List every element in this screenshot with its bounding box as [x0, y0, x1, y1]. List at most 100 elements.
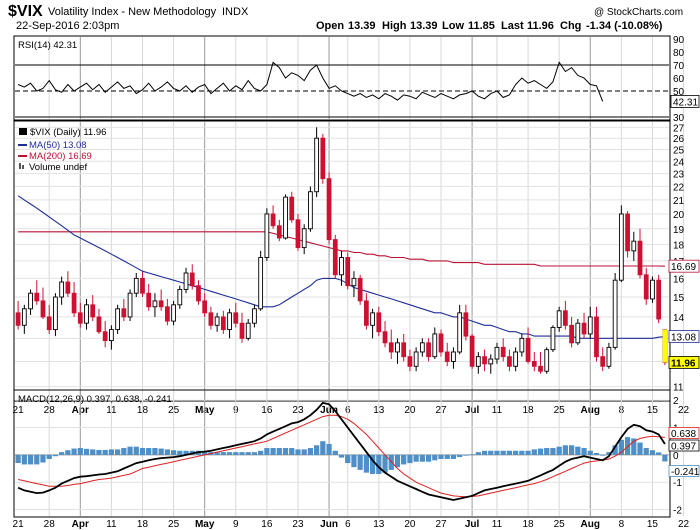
macd-hist-bar	[587, 450, 593, 455]
macd-hist-bar	[593, 452, 600, 455]
macd-hist-bar	[83, 448, 90, 455]
candle-body	[643, 274, 649, 300]
macd-hist-bar	[65, 450, 71, 455]
macd-hist-bar	[34, 454, 40, 465]
macd-hist-bar	[177, 450, 183, 455]
candle-body	[544, 349, 550, 372]
rsi-last-box	[670, 95, 700, 108]
date-label: 25	[554, 519, 566, 530]
macd-value-box	[668, 427, 700, 439]
macd-hist-bar	[108, 449, 115, 455]
rsi-tick-label: 90	[673, 35, 685, 46]
macd-hist-bar	[475, 452, 481, 455]
macd-hist-bar	[363, 454, 369, 473]
date-label: 11	[492, 519, 503, 530]
macd-hist-bar	[531, 449, 537, 455]
macd-hist-bar	[46, 454, 52, 459]
macd-hist-bar	[338, 454, 345, 458]
candle-body	[96, 316, 102, 333]
price-tick-label: 25	[673, 146, 685, 157]
candle-body	[270, 213, 276, 227]
candle-body	[320, 137, 326, 180]
price-tick-label: 24	[673, 157, 685, 168]
candle-body	[227, 312, 232, 331]
candle-body	[115, 308, 120, 331]
macd-hist-bar	[401, 454, 407, 465]
macd-hist-bar	[656, 452, 662, 455]
last-label: Last	[501, 20, 524, 32]
price-tick-label: 20	[673, 210, 685, 221]
last-value: 11.96	[527, 20, 554, 32]
date-label: 21	[13, 405, 25, 416]
macd-hist-bar	[152, 448, 158, 455]
macd-hist-bar	[245, 452, 251, 455]
candle-body	[469, 335, 475, 367]
price-grid	[15, 122, 685, 400]
macd-border	[13, 389, 671, 518]
candle-body	[53, 296, 58, 331]
candle-body	[519, 337, 525, 353]
candle-body	[164, 306, 170, 322]
rsi-tick-label: 30	[673, 113, 685, 124]
macd-hist-bar	[519, 450, 525, 455]
macd-hist-bar	[96, 449, 102, 455]
macd-line	[17, 401, 666, 501]
candle-body	[575, 322, 581, 344]
macd-hist-bar	[438, 454, 444, 459]
candle-body	[618, 213, 624, 281]
macd-hist-bar	[643, 448, 649, 455]
price-tag-box	[668, 356, 700, 369]
macd-tick-label: -1	[673, 478, 682, 489]
price-tick-label: 14	[673, 313, 685, 324]
date-label: 11	[106, 519, 117, 530]
date-label: 18	[523, 519, 535, 530]
chg-value: -1.34 (-10.08%)	[586, 20, 663, 32]
date-label: 15	[647, 519, 659, 530]
macd-hist-bar	[581, 448, 587, 455]
macd-hist-bar	[394, 454, 401, 468]
date-label: 22	[678, 519, 690, 530]
macd-value-label: 0.638	[671, 429, 696, 440]
macd-hist-bar	[444, 454, 450, 459]
candle-body	[65, 281, 71, 294]
macd-tick-label: 2	[673, 396, 679, 407]
price-tag-label: 16.69	[671, 262, 696, 273]
legend-vix: $VIX (Daily) 11.96	[30, 127, 106, 138]
macd-hist-bar	[146, 448, 152, 455]
legend-ma50: MA(50) 13.08	[29, 140, 87, 151]
open-value: 13.39	[348, 20, 376, 32]
price-tag-label: 13.08	[671, 333, 696, 344]
date-label: 20	[404, 519, 416, 530]
candle-body	[413, 351, 419, 367]
candle-body	[133, 277, 139, 294]
candle-body	[550, 326, 556, 351]
macd-signal-line	[17, 414, 665, 498]
candle-body	[569, 324, 574, 344]
macd-hist-bar	[345, 454, 351, 464]
macd-hist-bar	[550, 448, 556, 455]
candle-body	[77, 312, 83, 324]
macd-hist-bar	[289, 448, 295, 455]
candle-body	[301, 228, 307, 249]
macd-hist-bar	[513, 450, 519, 455]
candle-body	[252, 308, 257, 324]
date-label: Aug	[581, 519, 600, 530]
macd-tick-label: 0	[673, 451, 679, 462]
candle-body	[109, 329, 114, 342]
macd-hist-bar	[425, 454, 432, 462]
date-label: 18	[137, 519, 149, 530]
rsi-tick-label: 70	[673, 61, 685, 72]
macd-hist-bar	[102, 449, 108, 455]
candle-body	[84, 304, 89, 324]
candle-body	[102, 331, 108, 342]
macd-hist-bar	[21, 454, 27, 465]
price-tag-box	[668, 259, 700, 273]
macd-hist-bar	[413, 454, 419, 462]
candle-body	[587, 316, 593, 335]
candle-body	[345, 257, 351, 287]
price-legend: $VIX (Daily) 11.96 MA(50) 13.08 MA(200) …	[18, 127, 106, 173]
macd-hist-bar	[59, 452, 65, 455]
macd-hist-bar	[214, 452, 220, 455]
price-marks: 111213141516171819202122232425262716.691…	[15, 123, 700, 394]
chg-label: Chg	[560, 20, 581, 32]
